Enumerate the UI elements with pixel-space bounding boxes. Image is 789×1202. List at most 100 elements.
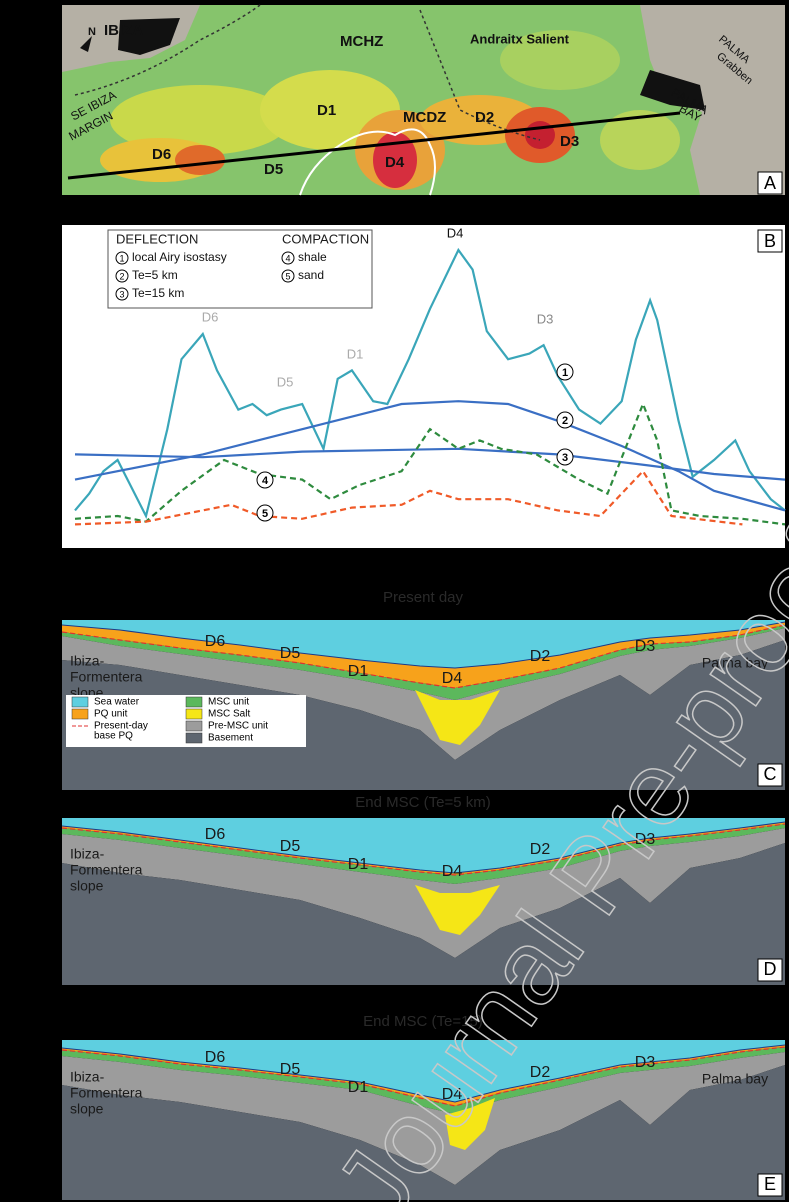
legend-label: sand <box>298 268 324 282</box>
sections <box>61 620 786 1200</box>
annotation: D5 <box>277 374 294 389</box>
legend-label: PQ unit <box>94 709 128 720</box>
msc-unit <box>62 625 785 700</box>
section-label: D6 <box>205 633 226 650</box>
map-blob <box>110 85 290 155</box>
legend-label: Sea water <box>94 697 140 708</box>
legend-marker <box>115 251 129 265</box>
north-arrow <box>80 36 92 52</box>
sea-water <box>62 818 785 873</box>
legend-label: MSC Salt <box>208 709 250 720</box>
series-line <box>74 469 743 526</box>
annotation: D1 <box>347 346 364 361</box>
seafloor-line <box>61 621 786 669</box>
fault <box>419 9 541 141</box>
legend-label: local Airy isostasy <box>132 250 227 264</box>
series-line <box>74 400 786 512</box>
section-label: D2 <box>530 648 551 665</box>
legend-swatch <box>185 732 203 744</box>
section-label: D2 <box>530 841 551 858</box>
msc-unit <box>62 1047 785 1114</box>
panel-a: N IBIZA MCHZ Andraitx Salient D1 MCDZ D2… <box>62 4 785 196</box>
section-label: D4 <box>442 1086 463 1103</box>
legend-swatch <box>185 720 203 732</box>
section-label: Ibiza- <box>70 846 105 862</box>
legend-label: shale <box>298 250 327 264</box>
bay <box>640 70 705 110</box>
section-label: Formentera <box>70 1085 143 1101</box>
base-pq-line <box>61 624 786 689</box>
legend-swatch <box>71 696 89 708</box>
msc-salt <box>415 885 500 935</box>
map-label: D5 <box>264 161 283 178</box>
map-blob <box>600 110 680 170</box>
section-label: Formentera <box>70 862 143 878</box>
legend-label: Present-day <box>94 721 148 732</box>
curve-marker <box>556 411 574 429</box>
legend-label: base PQ <box>94 731 133 742</box>
legend-label: Pre-MSC unit <box>208 721 268 732</box>
section-header: End MSC (Te=15) <box>363 1013 483 1030</box>
curve-marker <box>256 504 274 522</box>
annotation: D6 <box>202 309 219 324</box>
legend-label: Te=5 km <box>132 268 178 282</box>
series-line <box>74 447 786 481</box>
curve-label: 1 <box>562 367 568 379</box>
section-header: Present day <box>383 589 464 606</box>
map-label: D4 <box>385 154 405 171</box>
panel-letter: E <box>764 1174 776 1194</box>
legend-label: MSC unit <box>208 697 249 708</box>
basement <box>62 640 785 790</box>
curve-label: 5 <box>262 508 268 520</box>
section-label: Ibiza- <box>70 653 105 669</box>
map-label: D2 <box>475 109 494 126</box>
legend-box <box>107 229 373 309</box>
section-label: slope <box>70 1101 104 1117</box>
sea-water <box>62 1040 785 1102</box>
panel-b: B DEFLECTION COMPACTION D4 D3 D1 D5 D6 1 1 loca… <box>62 225 786 548</box>
curve-marker <box>256 471 274 489</box>
annotation: D4 <box>447 225 464 240</box>
legend-marker-label: 5 <box>285 271 290 281</box>
section-label: D3 <box>635 831 656 848</box>
letter-box <box>757 229 783 253</box>
sea-water <box>62 620 785 668</box>
series-line <box>74 400 786 526</box>
map-label: IBIZA <box>104 22 143 39</box>
section-label: D1 <box>348 1079 369 1096</box>
map-label: Andraitx Salient <box>470 31 570 46</box>
section-label: D5 <box>280 645 301 662</box>
basement <box>62 843 785 985</box>
curve-marker <box>556 448 574 466</box>
contour <box>339 128 436 196</box>
section-label: Formentera <box>70 669 143 685</box>
section-label: Ibiza- <box>70 1069 105 1085</box>
legend-title: COMPACTION <box>282 231 369 246</box>
land-mallorca <box>640 5 785 195</box>
legend-label: Te=15 km <box>132 286 184 300</box>
section-label: D1 <box>348 663 369 680</box>
legend-marker-label: 4 <box>285 253 290 263</box>
map-blob <box>373 132 417 188</box>
panel-letter: A <box>764 173 776 193</box>
curve-marker <box>556 363 574 381</box>
legend-marker-label: 2 <box>119 271 124 281</box>
legend-marker <box>115 287 129 301</box>
seafloor-line <box>61 1044 786 1103</box>
section-label: D4 <box>442 863 463 880</box>
map-label: D1 <box>317 102 336 119</box>
letter-box <box>757 763 783 787</box>
map-blob <box>175 145 225 175</box>
fault <box>74 4 261 96</box>
pq-unit <box>62 622 785 688</box>
legend-swatch <box>185 708 203 720</box>
legend-marker <box>281 269 295 283</box>
pre-msc-unit <box>62 1052 785 1185</box>
letter-box <box>757 958 783 982</box>
panel-letter: D <box>764 959 777 979</box>
section-label: D3 <box>635 1054 656 1071</box>
map-label: D3 <box>560 133 579 150</box>
map-label: MCHZ <box>340 33 383 50</box>
